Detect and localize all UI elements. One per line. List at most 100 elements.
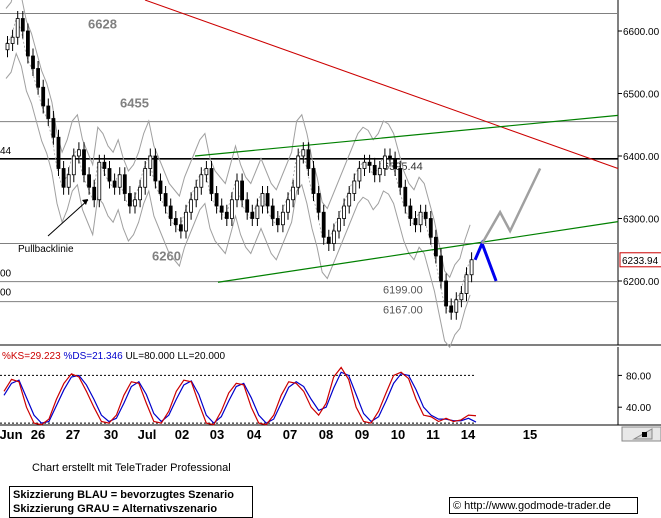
scenario-legend: Skizzierung BLAU = bevorzugtes Szenario … (9, 486, 253, 518)
candle-body (204, 168, 209, 176)
candle-body (214, 193, 219, 207)
candle-body (265, 193, 270, 207)
scenario-grey-path (481, 167, 542, 245)
candle-body (71, 155, 76, 176)
price-tick-label: 6300.00 (623, 215, 660, 226)
candle-body (408, 205, 413, 219)
candle-body (229, 199, 234, 219)
level-left-label: 44 (0, 146, 12, 157)
x-tick-label: 30 (104, 427, 118, 442)
candle-body (352, 180, 357, 194)
osc-tick-label: 80.00 (626, 371, 651, 382)
x-tick-label: 10 (391, 427, 405, 442)
candle-body (224, 211, 229, 219)
candle-body (107, 168, 112, 182)
candle-body (87, 174, 91, 188)
candle-body (459, 293, 464, 301)
candle-body (82, 149, 86, 176)
level-label: 6628 (88, 17, 117, 32)
candle-body (306, 149, 311, 169)
candle-body (158, 180, 163, 194)
x-tick-label: 15 (523, 427, 537, 442)
candle-body (168, 205, 173, 219)
x-tick-label: 27 (66, 427, 80, 442)
candle-body (347, 193, 352, 207)
lower-channel-line (217, 221, 619, 283)
price-tick-label: 6500.00 (623, 90, 660, 101)
scenario-legend-blue: Skizzierung BLAU = bevorzugtes Szenario (13, 489, 234, 501)
x-tick-label: 11 (426, 427, 440, 442)
candle-body (444, 280, 449, 307)
scroll-widget-marker (642, 432, 647, 437)
candle-body (51, 118, 56, 138)
source-url[interactable]: © http://www.godmode-trader.de (449, 497, 638, 514)
candle-body (433, 236, 438, 257)
oscillator-panel: %KS=29.223 %DS=21.346 UL=80.000 LL=20.00… (0, 347, 661, 442)
candle-body (199, 174, 204, 188)
candle-body (321, 211, 326, 238)
candle-body (61, 168, 66, 188)
candle-body (362, 161, 367, 169)
candle-body (117, 174, 122, 188)
candle-body (377, 168, 382, 176)
candle-body (127, 193, 132, 207)
scenario-legend-grey: Skizzierung GRAU = Alternativszenario (13, 503, 218, 515)
candle-body (184, 211, 188, 232)
candle-body (311, 168, 316, 194)
last-price-label: 6233.94 (622, 256, 659, 267)
ks-line (3, 366, 477, 426)
copyright-symbol: © (453, 500, 462, 512)
x-tick-label: 04 (247, 427, 262, 442)
level-label: 6455 (120, 96, 149, 111)
candle-body (20, 18, 25, 32)
candle-body (122, 174, 127, 194)
candle-body (296, 155, 301, 188)
x-tick-label: 26 (31, 427, 45, 442)
candle-body (326, 236, 331, 244)
candle-body (189, 199, 194, 213)
price-tick-label: 6600.00 (623, 27, 660, 38)
candle-body (163, 193, 168, 207)
price-tick-label: 6400.00 (623, 152, 660, 163)
candle-body (36, 68, 40, 88)
candle-body (245, 199, 250, 213)
osc-tick-label: 40.00 (626, 403, 651, 414)
level-label: 6260 (152, 249, 181, 264)
candle-body (331, 230, 336, 244)
ds-line (3, 371, 477, 424)
price-plot-area (0, 0, 618, 345)
osc-legend-item: LL=20.000 (175, 351, 226, 362)
candle-body (138, 186, 143, 201)
level-left-label: 00 (0, 269, 12, 280)
resistance-trendline (144, 0, 619, 169)
candle-body (143, 168, 148, 188)
candle-body (428, 218, 433, 238)
candle-body (92, 186, 97, 201)
x-tick-label: 08 (319, 427, 333, 442)
osc-legend: %KS=29.223 %DS=21.346 UL=80.000 LL=20.00… (2, 351, 225, 362)
candle-body (77, 149, 81, 157)
last-price-tag (619, 252, 661, 268)
level-label: 6167.00 (383, 305, 423, 317)
candle-body (316, 193, 321, 213)
candle-body (275, 218, 280, 226)
x-tick-label: 09 (355, 427, 369, 442)
candle-body (382, 155, 387, 169)
candle-body (393, 158, 398, 169)
candle-body (102, 161, 107, 169)
candle-body (240, 180, 245, 201)
x-tick-label: 03 (210, 427, 224, 442)
x-tick-label: Jun (0, 427, 23, 442)
candle-body (301, 149, 306, 157)
candle-body (469, 259, 474, 276)
candle-body (439, 255, 443, 282)
candle-body (291, 186, 296, 201)
candle-body (41, 86, 46, 107)
x-axis: Jun 26 27 30 Jul 02 03 04 07 08 09 10 11 14 15 (0, 427, 537, 442)
candle-body (413, 218, 418, 226)
candle-body (194, 186, 199, 201)
candle-body (342, 205, 347, 219)
bollinger-middle (5, 17, 471, 314)
x-tick-label: Jul (138, 427, 157, 442)
candle-body (97, 161, 102, 201)
